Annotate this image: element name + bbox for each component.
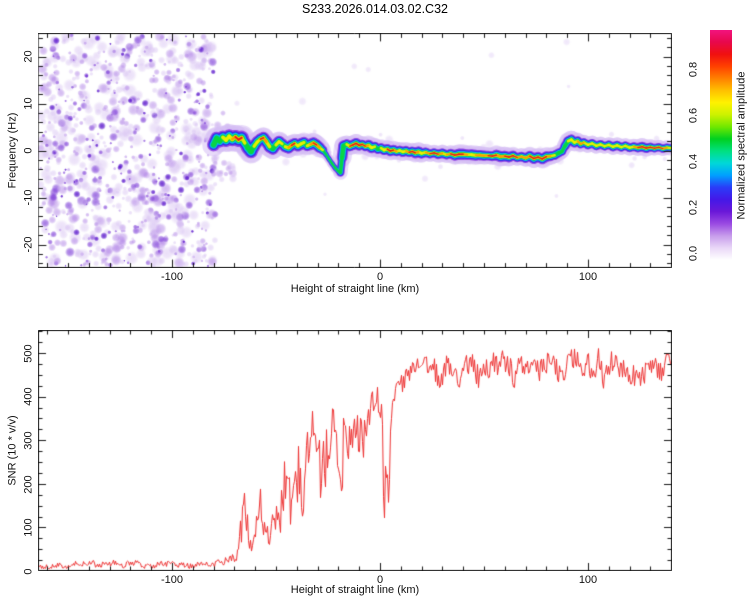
snr-ytick-label: 400: [22, 387, 35, 406]
colorbar: [710, 30, 732, 260]
colorbar-tick-label: 0.6: [687, 107, 700, 124]
spec-y-axis-label: Frequency (Hz): [6, 112, 19, 189]
spec-xtick-label: 0: [376, 271, 384, 283]
spec-ytick-label: -10: [22, 189, 35, 206]
colorbar-label: Normalized spectral amplitude: [735, 71, 748, 220]
spec-x-axis-label: Height of straight line (km): [290, 283, 420, 295]
snr-xtick-label: -100: [160, 574, 184, 586]
colorbar-tick-label: 0.4: [687, 153, 700, 170]
spectrogram-canvas: [38, 33, 672, 268]
snr-xtick-label: 100: [578, 574, 598, 586]
spec-ytick-label: 20: [22, 50, 35, 63]
snr-ytick-label: 300: [22, 431, 35, 450]
spec-xtick-label: 100: [578, 271, 598, 283]
snr-ytick-label: 500: [22, 344, 35, 363]
spec-ytick-label: -20: [22, 236, 35, 253]
snr-ytick-label: 100: [22, 518, 35, 537]
snr-ytick-label: 0: [22, 568, 35, 575]
colorbar-tick-label: 0.0: [687, 245, 700, 262]
spec-xtick-label: -100: [160, 271, 184, 283]
page-title: S233.2026.014.03.02.C32: [302, 2, 448, 16]
snr-x-axis-label: Height of straight line (km): [290, 584, 420, 596]
snr-xtick-label: 0: [376, 574, 384, 586]
colorbar-tick-label: 0.8: [687, 61, 700, 78]
snr-y-axis-label: SNR (10 * v/v): [6, 415, 19, 486]
snr-ytick-label: 200: [22, 475, 35, 494]
colorbar-tick-label: 0.2: [687, 199, 700, 216]
spec-ytick-label: 0: [22, 147, 35, 154]
snr-canvas: [38, 330, 672, 571]
spec-ytick-label: 10: [22, 97, 35, 110]
